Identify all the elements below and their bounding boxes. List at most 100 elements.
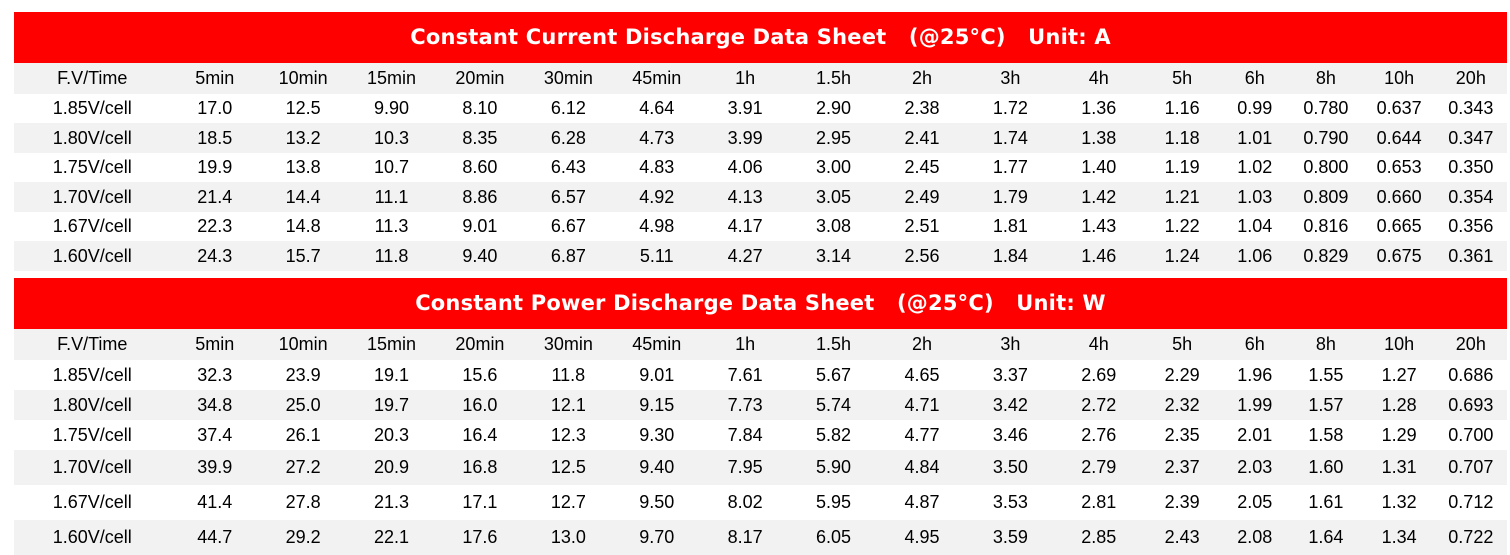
table-row: 1.85V/cell 17.0 12.5 9.90 8.10 6.12 4.64 3.91 2.… — [14, 94, 1507, 123]
table-cell: 6.05 — [789, 520, 878, 555]
table-cell: 11.3 — [347, 212, 436, 241]
table-cell: 2.05 — [1221, 485, 1289, 520]
table-cell: 3.91 — [700, 94, 790, 123]
table-cell: 5.74 — [789, 390, 878, 420]
column-header: 8h — [1288, 63, 1364, 94]
table-cell: 15.6 — [435, 360, 525, 390]
table-cell: 2.81 — [1054, 485, 1143, 520]
table-cell: 17.6 — [435, 520, 525, 555]
table-cell: 20.9 — [347, 450, 436, 485]
table-cell: 1.38 — [1054, 123, 1143, 153]
table-cell: 22.3 — [170, 212, 259, 241]
table-cell: 10.3 — [347, 123, 436, 153]
table-cell: 7.95 — [700, 450, 790, 485]
table-cell: 2.56 — [877, 241, 967, 271]
table-cell: 8.60 — [435, 153, 525, 182]
table-cell: 9.40 — [435, 241, 525, 271]
table-cell: 2.35 — [1142, 420, 1222, 450]
column-header: 20min — [435, 63, 525, 94]
table-cell: 2.29 — [1142, 360, 1222, 390]
table-cell: 3.42 — [966, 390, 1055, 420]
table-cell: 1.84 — [966, 241, 1055, 271]
table-cell: 4.83 — [612, 153, 701, 182]
table-cell: 8.35 — [435, 123, 525, 153]
table-cell: 1.18 — [1142, 123, 1222, 153]
row-label: 1.70V/cell — [14, 182, 171, 212]
column-header-fv-time: F.V/Time — [14, 329, 171, 360]
table-cell: 0.343 — [1434, 94, 1507, 123]
table-cell: 0.637 — [1363, 94, 1435, 123]
table-cell: 1.72 — [966, 94, 1055, 123]
table-cell: 12.7 — [524, 485, 613, 520]
table-cell: 1.29 — [1363, 420, 1435, 450]
column-header: 10h — [1363, 63, 1435, 94]
table-cell: 3.05 — [789, 182, 878, 212]
table-cell: 9.15 — [612, 390, 701, 420]
table-row: 1.67V/cell 41.4 27.8 21.3 17.1 12.7 9.50 8.02 5.… — [14, 485, 1507, 520]
row-label: 1.60V/cell — [14, 520, 171, 555]
table-cell: 1.04 — [1221, 212, 1289, 241]
table-cell: 0.693 — [1434, 390, 1507, 420]
table-cell: 21.4 — [170, 182, 259, 212]
table-cell: 20.3 — [347, 420, 436, 450]
table-cell: 5.90 — [789, 450, 878, 485]
table-cell: 0.675 — [1363, 241, 1435, 271]
table-cell: 3.53 — [966, 485, 1055, 520]
table-cell: 12.3 — [524, 420, 613, 450]
table-cell: 16.4 — [435, 420, 525, 450]
table-row: 1.75V/cell 19.9 13.8 10.7 8.60 6.43 4.83 4.06 3.… — [14, 153, 1507, 182]
table-cell: 3.46 — [966, 420, 1055, 450]
table-cell: 2.43 — [1142, 520, 1222, 555]
table-cell: 18.5 — [170, 123, 259, 153]
table-cell: 6.87 — [524, 241, 613, 271]
table-cell: 1.57 — [1288, 390, 1364, 420]
table-cell: 16.0 — [435, 390, 525, 420]
table-cell: 1.99 — [1221, 390, 1289, 420]
table-cell: 9.40 — [612, 450, 701, 485]
current-sheet-title: Constant Current Discharge Data Sheet (@… — [14, 12, 1507, 63]
table-cell: 4.06 — [700, 153, 790, 182]
table-cell: 12.1 — [524, 390, 613, 420]
table-row: 1.80V/cell 18.5 13.2 10.3 8.35 6.28 4.73 3.99 2.… — [14, 123, 1507, 153]
table-row: 1.60V/cell 44.7 29.2 22.1 17.6 13.0 9.70 8.17 6.… — [14, 520, 1507, 555]
column-header: 6h — [1221, 329, 1289, 360]
table-cell: 9.90 — [347, 94, 436, 123]
table-cell: 1.03 — [1221, 182, 1289, 212]
table-cell: 26.1 — [258, 420, 348, 450]
table-cell: 7.61 — [700, 360, 790, 390]
table-cell: 0.790 — [1288, 123, 1364, 153]
column-header: 45min — [612, 329, 701, 360]
table-cell: 3.99 — [700, 123, 790, 153]
table-cell: 9.50 — [612, 485, 701, 520]
table-cell: 1.22 — [1142, 212, 1222, 241]
column-header: 15min — [347, 329, 436, 360]
table-cell: 1.01 — [1221, 123, 1289, 153]
power-sheet-title: Constant Power Discharge Data Sheet (@25… — [14, 278, 1507, 329]
column-header: 3h — [966, 63, 1055, 94]
table-cell: 3.14 — [789, 241, 878, 271]
table-cell: 41.4 — [170, 485, 259, 520]
table-cell: 0.660 — [1363, 182, 1435, 212]
row-label: 1.85V/cell — [14, 94, 171, 123]
header-row: F.V/Time 5min 10min 15min 20min 30min 45min 1h 1… — [14, 329, 1507, 360]
table-cell: 4.27 — [700, 241, 790, 271]
column-header: 4h — [1054, 329, 1143, 360]
table-cell: 1.43 — [1054, 212, 1143, 241]
table-cell: 3.59 — [966, 520, 1055, 555]
table-row: 1.75V/cell 37.4 26.1 20.3 16.4 12.3 9.30 7.84 5.… — [14, 420, 1507, 450]
table-cell: 1.19 — [1142, 153, 1222, 182]
table-cell: 1.02 — [1221, 153, 1289, 182]
table-cell: 5.82 — [789, 420, 878, 450]
table-cell: 19.7 — [347, 390, 436, 420]
table-cell: 21.3 — [347, 485, 436, 520]
table-cell: 16.8 — [435, 450, 525, 485]
table-cell: 0.356 — [1434, 212, 1507, 241]
table-cell: 1.58 — [1288, 420, 1364, 450]
table-row: 1.85V/cell 32.3 23.9 19.1 15.6 11.8 9.01 7.61 5.… — [14, 360, 1507, 390]
table-cell: 4.17 — [700, 212, 790, 241]
table-cell: 34.8 — [170, 390, 259, 420]
table-cell: 22.1 — [347, 520, 436, 555]
column-header: 1.5h — [789, 329, 878, 360]
table-row: 1.60V/cell 24.3 15.7 11.8 9.40 6.87 5.11 4.27 3.… — [14, 241, 1507, 271]
table-cell: 0.347 — [1434, 123, 1507, 153]
